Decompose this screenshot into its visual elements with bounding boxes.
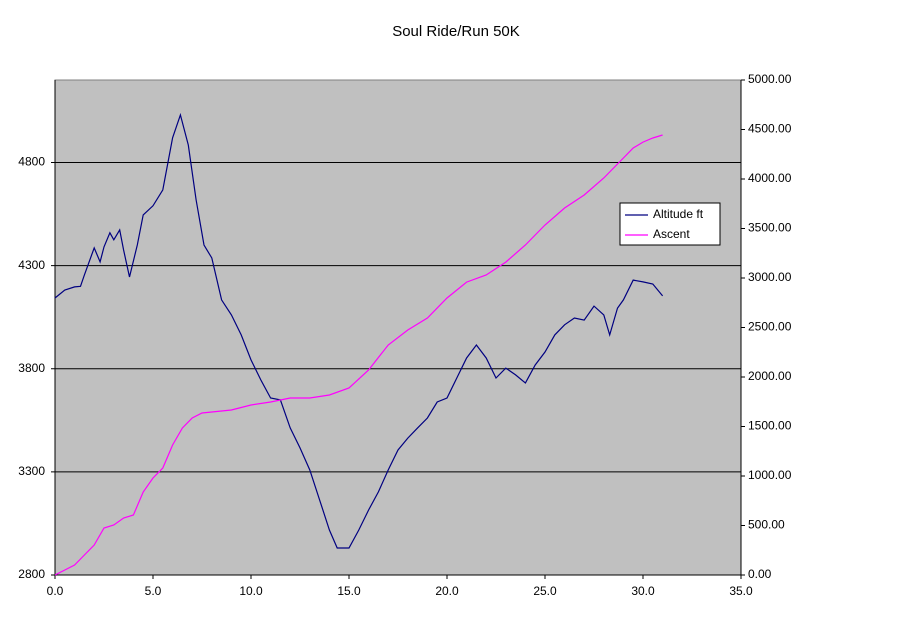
- x-tick-label: 25.0: [533, 584, 557, 598]
- x-tick-label: 5.0: [145, 584, 162, 598]
- x-tick-label: 0.0: [47, 584, 64, 598]
- x-tick-label: 15.0: [337, 584, 361, 598]
- legend-label: Ascent: [653, 227, 690, 241]
- y2-tick-label: 3500.00: [748, 221, 792, 235]
- data-line: [54, 134, 663, 576]
- y-tick-label: 4800: [18, 155, 45, 169]
- y2-tick-label: 500.00: [748, 518, 785, 532]
- data-line: [54, 112, 664, 549]
- y-tick-label: 3300: [18, 464, 45, 478]
- y2-tick-label: 2500.00: [748, 320, 792, 334]
- legend-label: Altitude ft: [653, 207, 704, 221]
- y2-tick-label: 2000.00: [748, 369, 792, 383]
- y2-tick-label: 0.00: [748, 567, 772, 581]
- y2-tick-label: 3000.00: [748, 270, 792, 284]
- y2-tick-label: 4500.00: [748, 122, 792, 136]
- chart-title: Soul Ride/Run 50K: [392, 23, 520, 40]
- y2-tick-label: 4000.00: [748, 171, 792, 185]
- y2-tick-label: 1500.00: [748, 419, 792, 433]
- x-tick-label: 20.0: [435, 584, 459, 598]
- y2-tick-label: 1000.00: [748, 468, 792, 482]
- x-tick-label: 10.0: [239, 584, 263, 598]
- y-tick-label: 2800: [18, 567, 45, 581]
- x-tick-label: 30.0: [631, 584, 655, 598]
- legend-box: [619, 202, 721, 246]
- y-tick-label: 3800: [18, 361, 45, 375]
- y2-tick-label: 5000.00: [748, 72, 792, 86]
- plot-area: [54, 79, 742, 576]
- x-tick-label: 35.0: [729, 584, 753, 598]
- y-tick-label: 4300: [18, 258, 45, 272]
